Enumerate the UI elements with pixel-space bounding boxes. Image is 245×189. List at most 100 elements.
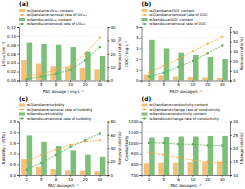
tick-mark	[140, 70, 142, 71]
tick-label: 0.02	[7, 69, 16, 74]
marker	[26, 75, 28, 77]
marker	[207, 42, 209, 44]
marker	[84, 59, 86, 61]
legend-entry: ≪Nandisu≫turbidity	[19, 112, 63, 116]
line-series	[148, 44, 223, 77]
tick-label: 8	[177, 82, 180, 87]
y2-tick: 20	[108, 52, 117, 57]
y2-tick: 15	[230, 159, 239, 164]
tick-label: 1100	[128, 130, 139, 135]
y2-tick: 20	[230, 146, 239, 151]
y-axis: 0.000.020.040.060.080.100.12	[7, 25, 19, 84]
y2-axis-title: Change rate(%)	[239, 132, 244, 164]
x-axis-title: PAC dosage/L⁻¹	[48, 183, 79, 188]
y-tick: 0.0	[10, 173, 19, 178]
tick-mark	[17, 45, 19, 46]
legend-swatch	[142, 118, 148, 119]
legend-entry: ≪Nandisu≫removal rate of UV₂₅₀	[19, 22, 86, 26]
y2-axis-title: Removal rate(%)	[239, 36, 244, 70]
y-tick: 4	[136, 35, 142, 40]
tick-label: 80	[111, 119, 117, 124]
marker	[26, 161, 28, 163]
legend: ≪Qiandian≫turbidity≪Qiandian≫removal rat…	[19, 103, 92, 121]
legend-label: ≪Nandisu≫turbidity	[27, 112, 63, 116]
line-series	[148, 151, 223, 164]
marker	[177, 143, 179, 145]
legend-swatch	[19, 18, 25, 21]
tick-label: 5	[40, 82, 43, 87]
marker	[148, 72, 150, 74]
y2-tick: 30	[108, 38, 117, 43]
tick-label: 2	[148, 82, 151, 87]
tick-label: 1200	[128, 119, 139, 124]
tick-mark	[230, 175, 232, 176]
grid-line	[142, 59, 231, 60]
bar	[208, 57, 213, 81]
y2-axis: 010203040	[108, 25, 117, 84]
bar	[50, 169, 55, 175]
y-axis: 700800900100011001200	[128, 119, 142, 178]
bar	[149, 40, 154, 81]
marker	[192, 60, 194, 62]
marker	[148, 76, 150, 78]
marker	[40, 154, 42, 156]
marker	[26, 78, 28, 80]
tick-mark	[17, 72, 19, 73]
tick-mark	[17, 54, 19, 55]
legend-label: ≪Qiandian≫removal rate of turbidity	[27, 108, 93, 112]
bar	[36, 167, 41, 175]
x-tick: 8	[55, 175, 58, 182]
marker	[99, 132, 101, 134]
legend-entry: ≪Qiandian≫UV₂₅₀ content	[19, 9, 74, 13]
marker	[40, 75, 42, 77]
tick-label: 25	[233, 133, 239, 138]
tick-label: 30	[233, 49, 239, 54]
line	[149, 143, 222, 146]
y-axis: 0.00.51.01.52.02.5	[10, 119, 20, 178]
grid	[19, 27, 108, 81]
bar	[188, 77, 193, 80]
grid	[19, 122, 108, 176]
tick-mark	[230, 71, 232, 72]
marker	[55, 69, 57, 71]
marker	[163, 142, 165, 144]
tick-label: 800	[131, 162, 139, 167]
tick-label: 20	[83, 177, 89, 182]
tick-label: 4	[136, 35, 139, 40]
tick-mark	[230, 42, 232, 43]
marker	[148, 142, 150, 144]
legend-entry: ≪Qiandian≫removal rate of DOC	[142, 13, 209, 17]
y-tick: 1.5	[10, 141, 19, 146]
y-tick: 5	[136, 25, 142, 30]
grid-line	[19, 164, 108, 165]
x-tick: 10	[191, 81, 197, 88]
y-axis-title: Turbidity / (NTU)	[1, 132, 6, 166]
legend-swatch	[19, 9, 25, 12]
y-tick: 700	[131, 173, 142, 178]
y-tick: 0	[136, 78, 142, 83]
tick-label: 1.0	[10, 151, 17, 156]
line	[149, 45, 222, 76]
tick-label: 10	[191, 177, 197, 182]
bar	[85, 155, 90, 175]
y2-tick: 0	[230, 78, 236, 83]
legend-marker	[143, 14, 145, 16]
tick-mark	[17, 154, 19, 155]
legend-label: ≪Nandisu≫removal rate of DOC	[149, 22, 207, 26]
x-tick: 5	[163, 175, 166, 182]
legend-swatch	[142, 104, 148, 107]
y-axis-title: Conductivity	[124, 135, 129, 161]
marker	[55, 154, 57, 156]
tick-mark	[230, 51, 232, 52]
tick-label: 10	[68, 82, 74, 87]
tick-label: 10	[233, 69, 239, 74]
y2-tick: 40	[230, 39, 239, 44]
tick-mark	[140, 175, 142, 176]
bar	[71, 150, 76, 175]
title: (a)	[19, 0, 29, 7]
x-tick: 10	[68, 81, 74, 88]
title: (b)	[142, 0, 152, 7]
y-axis-line	[140, 28, 143, 82]
bar	[202, 78, 207, 81]
marker	[84, 139, 86, 141]
